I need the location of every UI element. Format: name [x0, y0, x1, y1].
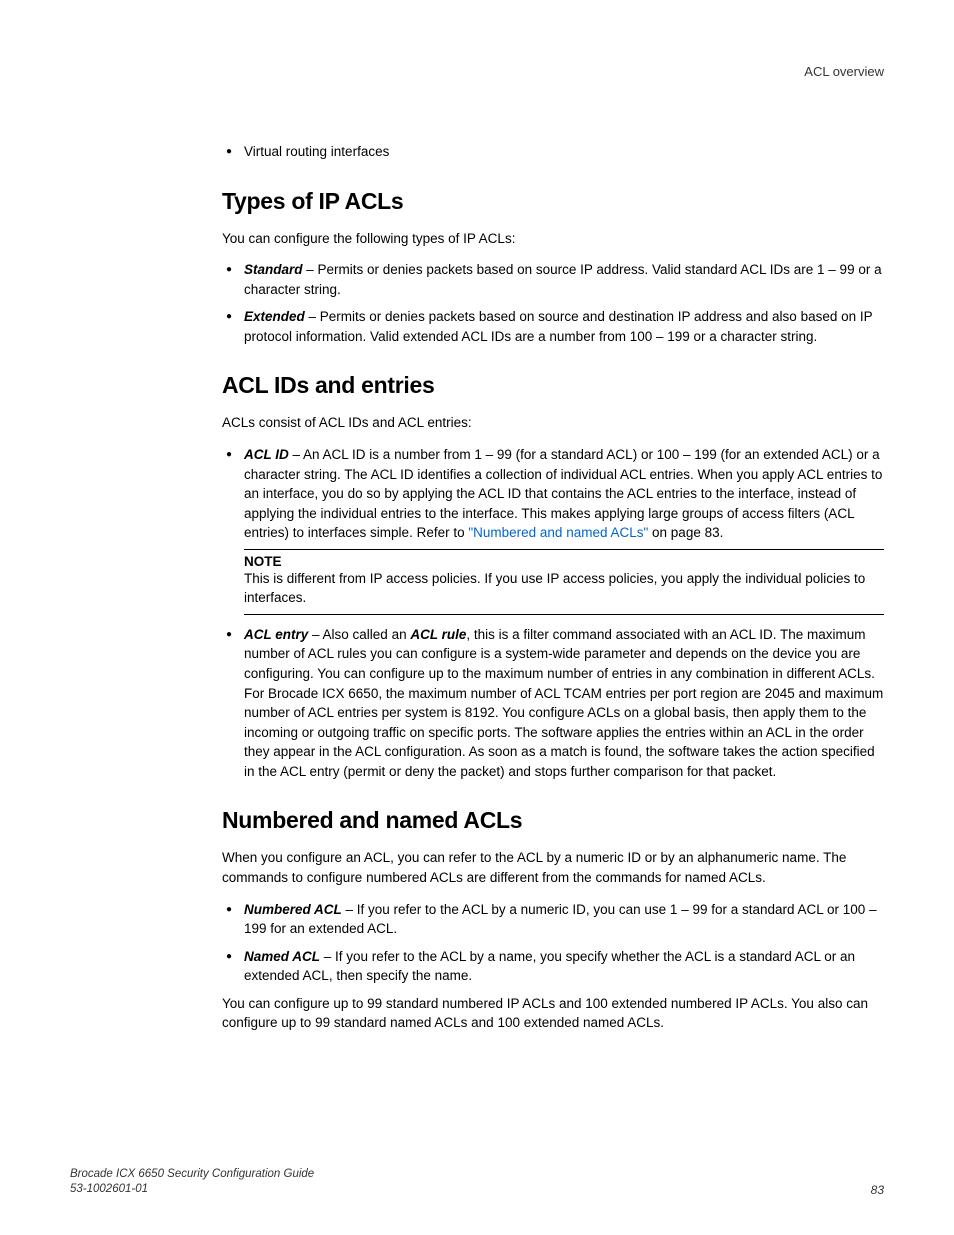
- acl-entry-item: ● ACL entry – Also called an ACL rule, t…: [222, 625, 884, 782]
- term-numbered-acl: Numbered ACL: [244, 902, 342, 917]
- bullet-icon: ●: [222, 445, 244, 543]
- bullet-icon: ●: [222, 625, 244, 782]
- numbered-named-link[interactable]: "Numbered and named ACLs": [468, 525, 648, 540]
- extended-desc: – Permits or denies packets based on sou…: [244, 309, 872, 344]
- acl-entry-desc-b: , this is a filter command associated wi…: [244, 627, 883, 779]
- acl-id-item: ● ACL ID – An ACL ID is a number from 1 …: [222, 445, 884, 543]
- footer-docnum: 53-1002601-01: [70, 1182, 314, 1197]
- bullet-icon: ●: [222, 900, 244, 939]
- section-types-intro: You can configure the following types of…: [222, 229, 884, 249]
- list-item: ● Extended – Permits or denies packets b…: [222, 307, 884, 346]
- bullet-icon: ●: [222, 142, 244, 162]
- note-block: NOTE This is different from IP access po…: [244, 549, 884, 615]
- acl-entry-text: ACL entry – Also called an ACL rule, thi…: [244, 625, 884, 782]
- term-standard: Standard: [244, 262, 303, 277]
- numbered-acl-item: Numbered ACL – If you refer to the ACL b…: [244, 900, 884, 939]
- section-numbered-intro: When you configure an ACL, you can refer…: [222, 848, 884, 887]
- acl-id-desc-b: on page 83.: [648, 525, 723, 540]
- page-footer: Brocade ICX 6650 Security Configuration …: [70, 1167, 884, 1197]
- note-text: This is different from IP access policie…: [244, 569, 884, 608]
- footer-title: Brocade ICX 6650 Security Configuration …: [70, 1167, 314, 1182]
- intro-bullet-row: ● Virtual routing interfaces: [222, 142, 884, 162]
- acl-entry-desc-a: – Also called an: [308, 627, 410, 642]
- list-item: ● Numbered ACL – If you refer to the ACL…: [222, 900, 884, 939]
- acl-id-text: ACL ID – An ACL ID is a number from 1 – …: [244, 445, 884, 543]
- intro-bullet-text: Virtual routing interfaces: [244, 142, 884, 162]
- page-content: ● Virtual routing interfaces Types of IP…: [222, 64, 884, 1033]
- footer-left: Brocade ICX 6650 Security Configuration …: [70, 1167, 314, 1197]
- extended-item: Extended – Permits or denies packets bas…: [244, 307, 884, 346]
- section-ids-intro: ACLs consist of ACL IDs and ACL entries:: [222, 413, 884, 433]
- standard-item: Standard – Permits or denies packets bas…: [244, 260, 884, 299]
- section-numbered-outro: You can configure up to 99 standard numb…: [222, 994, 884, 1033]
- bullet-icon: ●: [222, 260, 244, 299]
- named-acl-desc: – If you refer to the ACL by a name, you…: [244, 949, 855, 984]
- term-acl-rule: ACL rule: [410, 627, 466, 642]
- section-ids-heading: ACL IDs and entries: [222, 372, 884, 399]
- named-acl-item: Named ACL – If you refer to the ACL by a…: [244, 947, 884, 986]
- list-item: ● Named ACL – If you refer to the ACL by…: [222, 947, 884, 986]
- term-acl-id: ACL ID: [244, 447, 289, 462]
- bullet-icon: ●: [222, 947, 244, 986]
- section-numbered-list: ● Numbered ACL – If you refer to the ACL…: [222, 900, 884, 986]
- footer-page: 83: [871, 1183, 884, 1197]
- header-breadcrumb: ACL overview: [804, 64, 884, 79]
- section-numbered-heading: Numbered and named ACLs: [222, 807, 884, 834]
- term-named-acl: Named ACL: [244, 949, 320, 964]
- section-types-list: ● Standard – Permits or denies packets b…: [222, 260, 884, 346]
- note-label: NOTE: [244, 554, 884, 569]
- term-acl-entry: ACL entry: [244, 627, 308, 642]
- standard-desc: – Permits or denies packets based on sou…: [244, 262, 882, 297]
- term-extended: Extended: [244, 309, 305, 324]
- list-item: ● Standard – Permits or denies packets b…: [222, 260, 884, 299]
- bullet-icon: ●: [222, 307, 244, 346]
- section-types-heading: Types of IP ACLs: [222, 188, 884, 215]
